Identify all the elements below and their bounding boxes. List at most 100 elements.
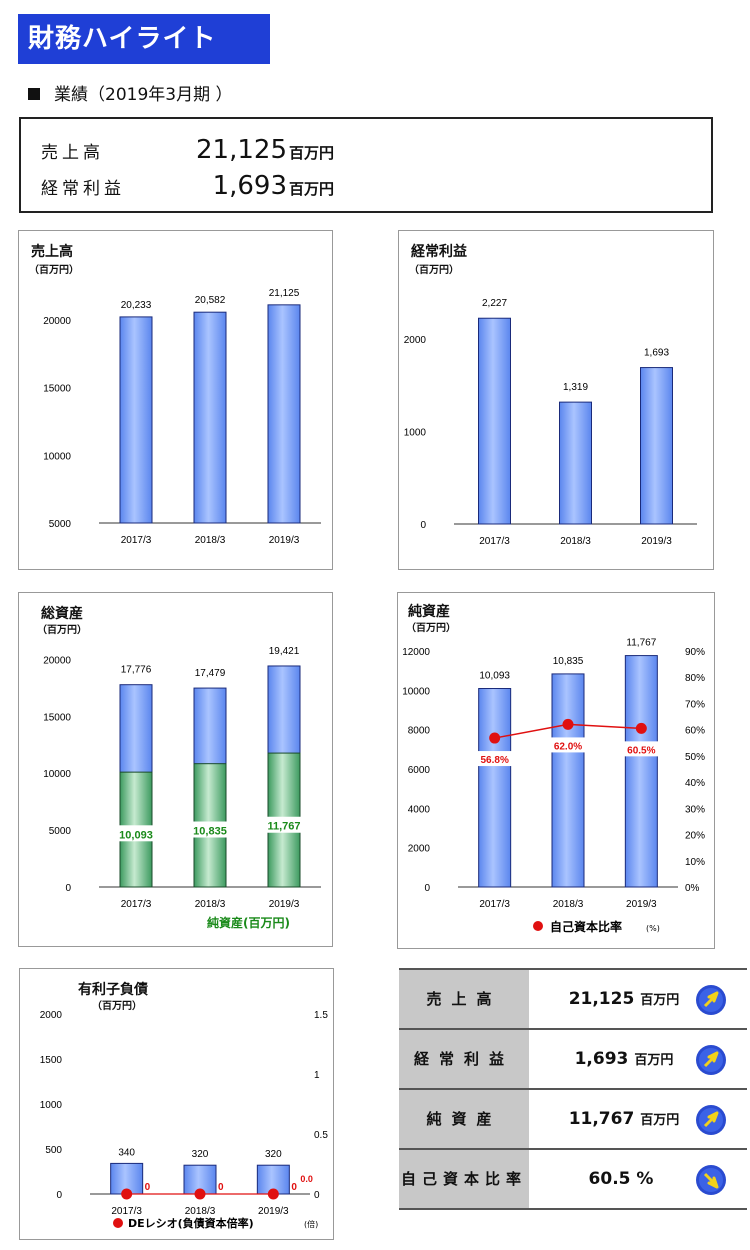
x-tick-label: 2018/3 — [195, 899, 226, 910]
y2-tick-label: 40% — [685, 778, 705, 789]
table-row-value: 21,125 百万円 — [539, 970, 709, 1028]
data-label: 21,125 — [269, 288, 300, 299]
y-tick-label: 20000 — [43, 655, 71, 666]
debt-chart-title: 有利子負債 — [78, 982, 148, 998]
table-row-label: 経常利益 — [399, 1030, 529, 1088]
ratio-marker — [267, 1188, 279, 1200]
table-row-label: 売上高 — [399, 970, 529, 1028]
y2-tick-label: 0 — [314, 1190, 320, 1201]
y-tick-label: 1500 — [40, 1055, 63, 1066]
y2-tick-label: 20% — [685, 831, 705, 842]
y-tick-label: 0 — [420, 520, 426, 531]
summary-box: 売上高 21,125 百万円 経常利益 1,693 百万円 — [19, 117, 713, 213]
data-label: 10,835 — [553, 656, 584, 667]
y2-tick-label: 10% — [685, 857, 705, 868]
arrow-up-right-icon[interactable] — [695, 1104, 727, 1136]
summary-ordinary-unit: 百万円 — [289, 180, 335, 198]
arrow-up-right-icon[interactable] — [695, 1044, 727, 1076]
table-row-value: 60.5 % — [539, 1150, 709, 1208]
stack-legend-label: 純資産(百万円) — [207, 915, 290, 930]
y-tick-label: 20000 — [43, 316, 71, 327]
y-tick-label: 15000 — [43, 712, 71, 723]
section-heading: 業績（2019年3月期 ） — [28, 80, 232, 105]
table-row: 自己資本比率 60.5 % — [399, 1148, 747, 1210]
data-label: 17,479 — [195, 668, 226, 679]
debt-chart-svg: 05001000150020003402017/33202018/3320201… — [40, 1010, 329, 1230]
data-label: 19,421 — [269, 646, 300, 657]
data-label: 17,776 — [121, 665, 152, 676]
data-label: 320 — [192, 1149, 209, 1160]
y2-tick-label: 80% — [685, 673, 705, 684]
ratio-marker — [635, 722, 647, 734]
x-tick-label: 2018/3 — [195, 535, 226, 546]
chart-bar — [640, 367, 673, 525]
y-tick-label: 4000 — [408, 804, 431, 815]
ratio-legend-unit: (倍) — [304, 1219, 318, 1229]
ratio-data-label: 62.0% — [554, 741, 582, 752]
summary-ordinary-value: 1,693 — [212, 171, 287, 201]
summary-sales-label: 売上高 — [41, 143, 104, 163]
y-tick-label: 1000 — [40, 1100, 63, 1111]
summary-ordinary-row: 経常利益 1,693 百万円 — [41, 171, 334, 201]
y2-tick-label: 90% — [685, 647, 705, 658]
y-tick-label: 8000 — [408, 726, 431, 737]
y-tick-label: 2000 — [40, 1010, 63, 1021]
y-tick-label: 12000 — [402, 647, 430, 658]
table-row-number: 21,125 — [568, 989, 635, 1009]
stack-label-bg — [188, 821, 232, 838]
table-row: 売上高 21,125 百万円 — [399, 968, 747, 1028]
y2-tick-label: 1.5 — [314, 1010, 328, 1021]
x-tick-label: 2017/3 — [121, 899, 152, 910]
y-tick-label: 0 — [56, 1190, 62, 1201]
table-row-number: 1,693 — [574, 1049, 629, 1069]
data-label: 11,767 — [626, 638, 656, 649]
x-tick-label: 2019/3 — [626, 899, 657, 910]
x-tick-label: 2017/3 — [121, 535, 152, 546]
table-row-value: 11,767 百万円 — [539, 1090, 709, 1148]
table-row-unit: 百万円 — [640, 1113, 680, 1128]
y-tick-label: 6000 — [408, 765, 431, 776]
ordinary-profit-chart: 0 1000 2000 2,227 2017/3 1,319 2018/3 1,693 2019… — [398, 230, 714, 570]
arrow-down-right-icon[interactable] — [695, 1164, 727, 1196]
x-tick-label: 2019/3 — [641, 536, 672, 547]
ratio-legend-label: 自己資本比率 — [550, 919, 622, 934]
summary-ordinary-label: 経常利益 — [41, 179, 125, 199]
chart-bar — [559, 401, 592, 525]
arrow-up-right-icon[interactable] — [695, 984, 727, 1016]
x-tick-label: 2018/3 — [560, 536, 591, 547]
y-tick-label: 10000 — [402, 686, 430, 697]
stack-data-label: 11,767 — [267, 821, 300, 833]
ordinary-profit-chart-svg: 0 1000 2000 2,227 2017/3 1,319 2018/3 1,693 2019… — [404, 298, 697, 547]
ordinary-profit-chart-unit: （百万円） — [409, 265, 459, 276]
y-tick-label: 5000 — [49, 519, 72, 530]
table-row: 純資産 11,767 百万円 — [399, 1088, 747, 1148]
total-assets-chart-unit: （百万円） — [37, 625, 87, 636]
debt-chart: 0 500 1000 1500 2000 340 2017/3 320 2018/3 320 201… — [19, 968, 334, 1240]
y-tick-label: 5000 — [49, 826, 72, 837]
ratio-label-bg — [474, 751, 515, 767]
page-title: 財務ハイライト — [18, 14, 270, 64]
highlight-table: 売上高 21,125 百万円 経常利益 1,693 百万円 純資産 11,767 百万… — [399, 968, 747, 1244]
ratio-data-label: 0 — [145, 1182, 151, 1193]
summary-sales-row: 売上高 21,125 百万円 — [41, 135, 334, 165]
stack-label-bg — [262, 816, 306, 833]
total-assets-chart: 0 5000 10000 15000 20000 10,093 17,776 2017/3 10… — [18, 592, 333, 947]
data-label: 340 — [118, 1147, 135, 1158]
table-row-number: 11,767 — [568, 1109, 635, 1129]
y-tick-label: 2000 — [408, 844, 431, 855]
x-tick-label: 2017/3 — [111, 1206, 142, 1217]
net-assets-chart: 0 2000 4000 6000 8000 10000 12000 10,093 2017/3 1… — [397, 592, 715, 949]
data-label: 1,319 — [563, 382, 588, 393]
square-bullet-icon — [28, 88, 40, 100]
net-assets-chart-svg: 0 2000 4000 6000 8000 10000 12000 10,093 2017/3 1… — [402, 638, 705, 934]
section-heading-label: 業績（2019年3月期 ） — [54, 85, 233, 105]
table-row-unit: 百万円 — [640, 993, 680, 1008]
table-row: 経常利益 1,693 百万円 — [399, 1028, 747, 1088]
sales-chart-title: 売上高 — [31, 244, 73, 260]
chart-bar — [193, 311, 227, 524]
y-tick-label: 500 — [45, 1145, 62, 1156]
data-label: 20,233 — [121, 300, 152, 311]
x-tick-label: 2018/3 — [553, 899, 584, 910]
y-tick-label: 0 — [424, 883, 430, 894]
ratio-data-label: 0 — [291, 1182, 297, 1193]
